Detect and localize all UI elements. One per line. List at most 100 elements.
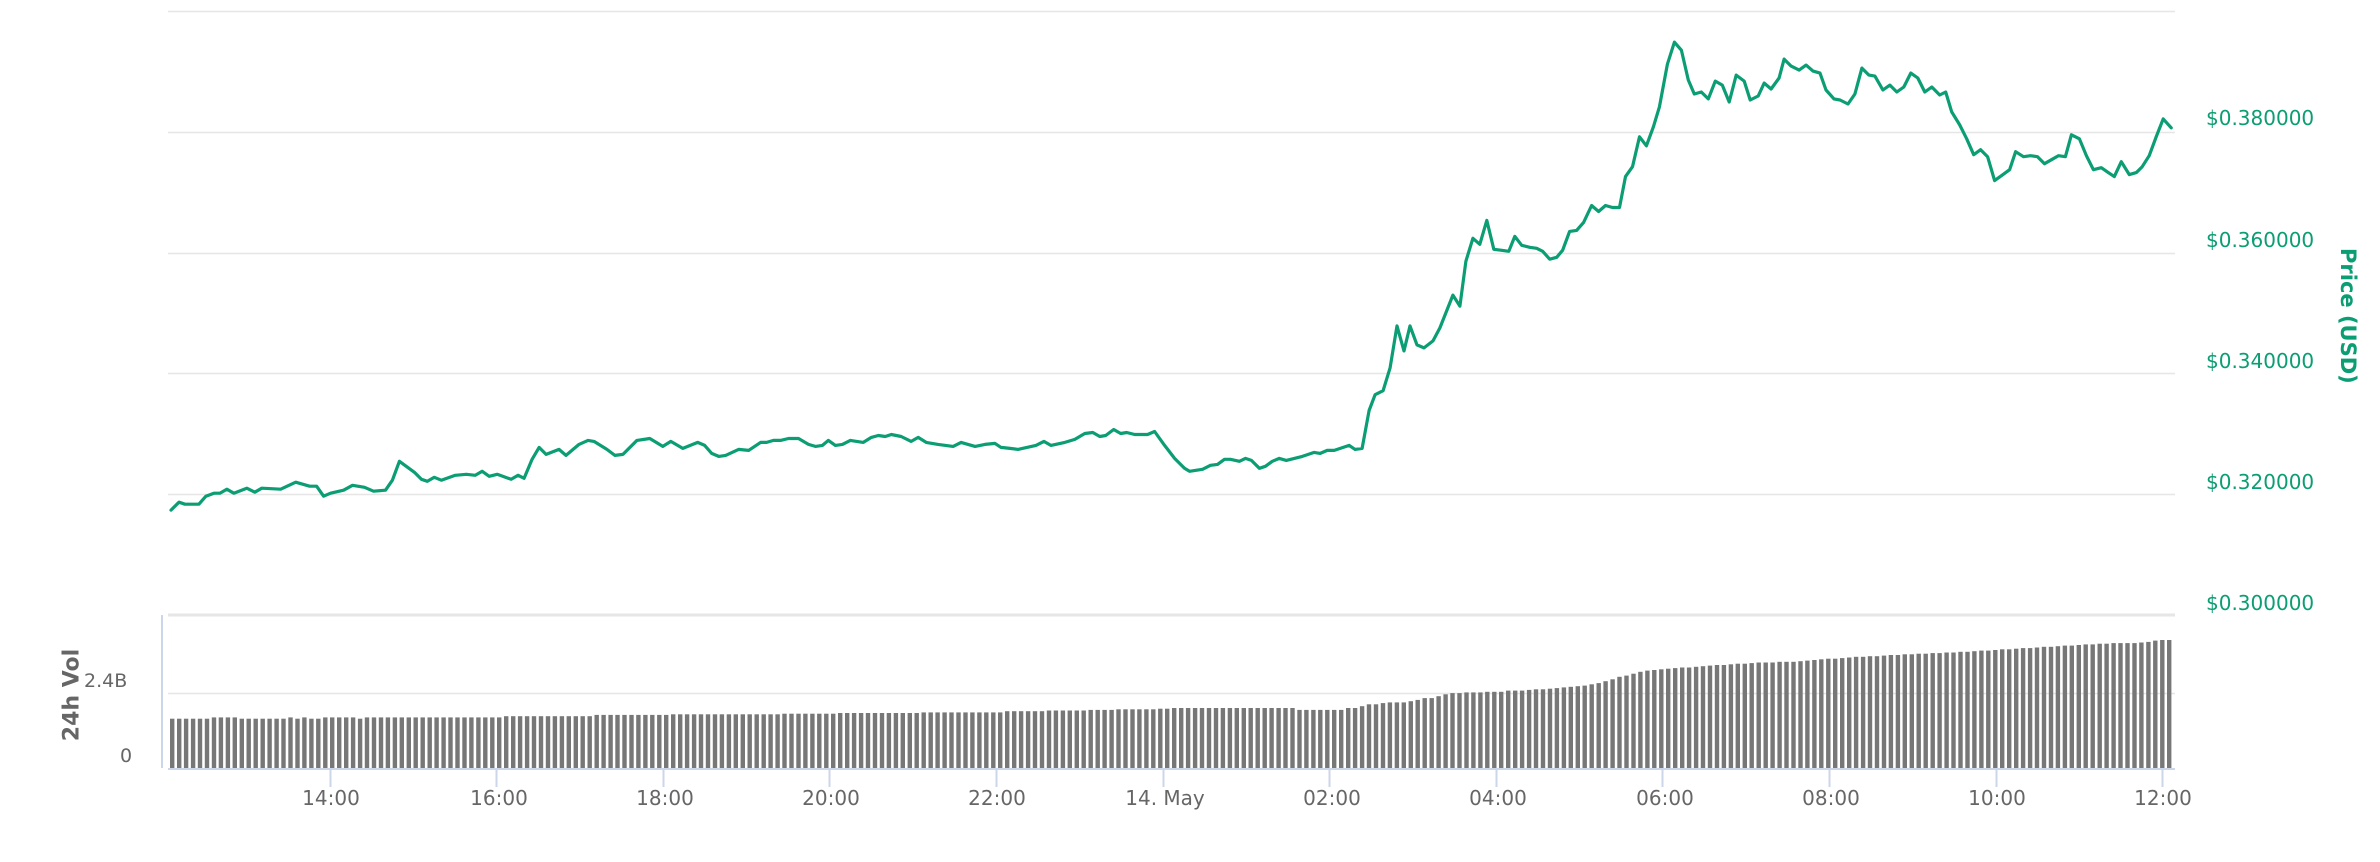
volume-bar[interactable] xyxy=(1916,653,1921,768)
volume-bar[interactable] xyxy=(1053,710,1059,769)
volume-bar[interactable] xyxy=(1227,708,1233,768)
volume-bar[interactable] xyxy=(775,714,780,768)
volume-bar[interactable] xyxy=(594,714,599,768)
volume-bar[interactable] xyxy=(545,716,551,768)
volume-bar[interactable] xyxy=(2167,640,2172,768)
volume-bar[interactable] xyxy=(406,717,411,768)
volume-bar[interactable] xyxy=(664,714,669,768)
volume-bar[interactable] xyxy=(768,714,773,768)
volume-bar[interactable] xyxy=(921,712,926,768)
volume-bar[interactable] xyxy=(511,716,516,768)
volume-bar[interactable] xyxy=(865,713,871,768)
volume-bar[interactable] xyxy=(309,718,314,768)
volume-bar[interactable] xyxy=(907,713,912,768)
volume-bar[interactable] xyxy=(851,713,857,768)
volume-bar[interactable] xyxy=(1366,704,1372,768)
volume-bar[interactable] xyxy=(225,717,231,768)
volume-bar[interactable] xyxy=(1763,662,1768,769)
volume-bar[interactable] xyxy=(559,716,565,768)
volume-bar[interactable] xyxy=(1826,658,1831,768)
volume-bar[interactable] xyxy=(1005,711,1010,768)
volume-bar[interactable] xyxy=(1401,702,1406,768)
volume-bar[interactable] xyxy=(1923,653,1928,768)
volume-bar[interactable] xyxy=(2069,645,2074,768)
volume-bar[interactable] xyxy=(1673,668,1678,768)
volume-bar[interactable] xyxy=(1137,709,1142,768)
volume-bar[interactable] xyxy=(1067,710,1072,769)
volume-bar[interactable] xyxy=(1902,654,1907,768)
volume-bar[interactable] xyxy=(1025,711,1031,768)
volume-bar[interactable] xyxy=(893,713,899,768)
volume-bar[interactable] xyxy=(274,718,279,768)
volume-bar[interactable] xyxy=(1812,660,1817,768)
volume-bar[interactable] xyxy=(1700,666,1706,768)
volume-bar[interactable] xyxy=(1777,661,1782,768)
volume-bar[interactable] xyxy=(858,713,864,768)
volume-bar[interactable] xyxy=(615,714,620,768)
volume-bar[interactable] xyxy=(1714,665,1720,768)
volume-bar[interactable] xyxy=(538,716,544,768)
volume-bar[interactable] xyxy=(1012,711,1017,768)
volume-bar[interactable] xyxy=(1881,655,1887,768)
volume-bar[interactable] xyxy=(1380,703,1386,768)
volume-bar[interactable] xyxy=(1986,650,1991,768)
volume-bar[interactable] xyxy=(1506,690,1511,768)
volume-bar[interactable] xyxy=(845,713,850,768)
volume-bar[interactable] xyxy=(650,714,655,768)
price-line[interactable] xyxy=(169,40,2173,512)
volume-bar[interactable] xyxy=(1130,709,1135,768)
volume-bar[interactable] xyxy=(253,718,258,768)
volume-bar[interactable] xyxy=(1464,692,1469,768)
volume-bar[interactable] xyxy=(1617,676,1622,768)
volume-bar[interactable] xyxy=(295,718,300,768)
volume-bar[interactable] xyxy=(956,712,961,768)
volume-bar[interactable] xyxy=(1311,709,1316,768)
volume-bar[interactable] xyxy=(1624,675,1629,768)
volume-bar[interactable] xyxy=(1979,650,1984,768)
volume-bar[interactable] xyxy=(1394,702,1400,768)
volume-bar[interactable] xyxy=(942,712,947,768)
volume-bar[interactable] xyxy=(587,716,592,768)
volume-bar[interactable] xyxy=(1255,708,1260,768)
volume-bar[interactable] xyxy=(1039,711,1045,768)
volume-bar[interactable] xyxy=(1770,662,1775,769)
volume-bar[interactable] xyxy=(1095,709,1100,768)
volume-bar[interactable] xyxy=(1060,710,1066,769)
volume-bar[interactable] xyxy=(1833,658,1838,768)
volume-bar[interactable] xyxy=(900,713,905,768)
volume-bar[interactable] xyxy=(1074,710,1079,769)
volume-bar[interactable] xyxy=(2146,641,2151,768)
volume-bar[interactable] xyxy=(608,714,613,768)
volume-bar[interactable] xyxy=(1930,653,1935,768)
volume-bar[interactable] xyxy=(1958,651,1963,768)
volume-bar[interactable] xyxy=(1262,708,1267,768)
volume-bar[interactable] xyxy=(1680,667,1685,769)
volume-bar[interactable] xyxy=(1144,709,1149,768)
volume-bar[interactable] xyxy=(1318,709,1323,768)
volume-bar[interactable] xyxy=(371,717,377,768)
volume-bar[interactable] xyxy=(2041,646,2047,768)
volume-bar[interactable] xyxy=(1088,709,1093,768)
volume-bar[interactable] xyxy=(1575,686,1580,768)
volume-bar[interactable] xyxy=(1847,657,1852,769)
volume-bar[interactable] xyxy=(1151,709,1156,768)
volume-bar[interactable] xyxy=(1283,708,1288,768)
volume-bar[interactable] xyxy=(1422,698,1427,768)
volume-bar[interactable] xyxy=(1554,688,1560,768)
volume-bar[interactable] xyxy=(2048,646,2054,768)
volume-bar[interactable] xyxy=(1046,710,1052,769)
volume-bar[interactable] xyxy=(1721,665,1727,768)
volume-bar[interactable] xyxy=(705,714,711,768)
volume-bar[interactable] xyxy=(1478,692,1483,768)
volume-bar[interactable] xyxy=(1888,655,1894,768)
volume-bar[interactable] xyxy=(364,717,370,768)
volume-bar[interactable] xyxy=(1408,701,1413,768)
volume-bar[interactable] xyxy=(1526,689,1532,768)
volume-bar[interactable] xyxy=(2027,648,2033,768)
volume-bar[interactable] xyxy=(580,716,585,768)
volume-bar[interactable] xyxy=(552,716,558,768)
volume-bar[interactable] xyxy=(1513,690,1518,768)
volume-bar[interactable] xyxy=(935,712,940,768)
volume-bar[interactable] xyxy=(1561,687,1567,768)
volume-bar[interactable] xyxy=(2111,643,2116,768)
